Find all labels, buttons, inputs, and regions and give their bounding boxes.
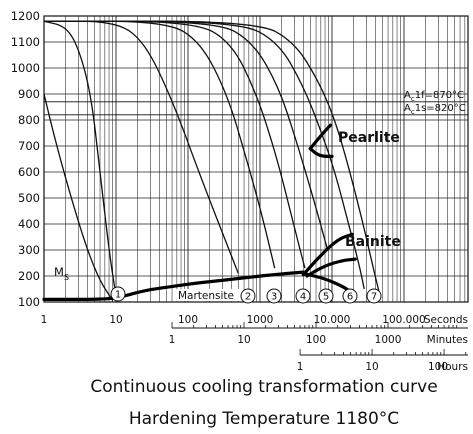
y-tick-label: 400 bbox=[18, 217, 40, 231]
curve-marker-label: 7 bbox=[371, 292, 377, 303]
curve-marker-2 bbox=[240, 288, 256, 304]
curve-marker-3 bbox=[266, 288, 282, 304]
x-tick-label-hours: 100 bbox=[428, 361, 448, 373]
curve-marker-label: 2 bbox=[245, 292, 251, 303]
curve-marker-4 bbox=[295, 288, 311, 304]
x-axis-unit-seconds: Seconds bbox=[424, 314, 468, 326]
curve-marker-label: 4 bbox=[300, 292, 306, 303]
cooling-curve-7 bbox=[44, 20, 380, 292]
cooling-curve-6 bbox=[44, 20, 365, 290]
x-tick-label-seconds: 100 bbox=[178, 314, 198, 326]
phase-label-martensite: Martensite bbox=[178, 290, 234, 302]
axes: 1002003004005006007008009001000110012001… bbox=[11, 9, 469, 373]
cooling-curve-5 bbox=[44, 20, 328, 248]
curve-marker-5 bbox=[318, 288, 334, 304]
x-tick-label-minutes: 1000 bbox=[375, 334, 402, 346]
y-tick-label: 1100 bbox=[11, 35, 40, 49]
x-tick-label-hours: 1 bbox=[297, 361, 304, 373]
curve-marker-label: 5 bbox=[323, 292, 329, 303]
x-tick-label-seconds: 1 bbox=[41, 314, 48, 326]
x-axis-unit-minutes: Minutes bbox=[427, 334, 468, 346]
curve-marker-6 bbox=[342, 288, 358, 304]
phase-label-pearlite: Pearlite bbox=[338, 130, 400, 146]
chart-title: Continuous cooling transformation curve bbox=[90, 377, 437, 397]
grid bbox=[43, 15, 468, 303]
plot-frame bbox=[43, 15, 469, 303]
curve-marker-label: 1 bbox=[115, 290, 121, 301]
x-tick-label-seconds: 10.000 bbox=[314, 314, 351, 326]
x-tick-label-minutes: 10 bbox=[237, 334, 250, 346]
reference-label: Ac1s=820°C bbox=[404, 103, 466, 116]
y-tick-label: 800 bbox=[18, 113, 40, 127]
y-tick-label: 200 bbox=[18, 269, 40, 283]
curve-marker-label: 3 bbox=[271, 292, 277, 303]
y-tick-label: 1200 bbox=[11, 9, 40, 23]
curve-marker-7 bbox=[366, 288, 382, 304]
cooling-curve-4 bbox=[44, 20, 306, 269]
y-tick-label: 300 bbox=[18, 243, 40, 257]
cooling-curves bbox=[43, 20, 380, 302]
x-tick-label-minutes: 100 bbox=[306, 334, 326, 346]
chart-subtitle: Hardening Temperature 1180°C bbox=[129, 409, 399, 429]
x-tick-label-seconds: 10 bbox=[109, 314, 122, 326]
cooling-curve-0 bbox=[43, 93, 114, 302]
x-axis-unit-hours: Hours bbox=[437, 361, 468, 373]
y-tick-label: 900 bbox=[18, 87, 40, 101]
x-tick-label-seconds: 100.000 bbox=[382, 314, 425, 326]
y-tick-label: 100 bbox=[18, 295, 40, 309]
x-tick-label-minutes: 1 bbox=[169, 334, 176, 346]
phase-regions bbox=[42, 123, 357, 301]
cooling-curve-3 bbox=[44, 20, 276, 269]
y-tick-label: 600 bbox=[18, 165, 40, 179]
phase-boundary-pearlite bbox=[308, 123, 332, 151]
reference-label: Ac1f=870°C bbox=[404, 90, 464, 103]
phase-boundary-martensite bbox=[42, 270, 305, 301]
y-tick-label: 500 bbox=[18, 191, 40, 205]
curve-marker-1 bbox=[110, 286, 126, 302]
y-tick-label: 700 bbox=[18, 139, 40, 153]
cooling-curve-1 bbox=[43, 20, 117, 297]
phase-boundary-bainite bbox=[301, 232, 354, 277]
x-tick-label-seconds: 1000 bbox=[247, 314, 274, 326]
martensite-label-bg bbox=[176, 289, 240, 301]
phase-boundary-pearlite bbox=[308, 147, 334, 158]
y-tick-label: 1000 bbox=[11, 61, 40, 75]
phase-label-bainite: Bainite bbox=[345, 234, 401, 250]
x-tick-label-hours: 10 bbox=[365, 361, 378, 373]
cooling-curve-2 bbox=[44, 20, 239, 274]
phase-boundary-bainite bbox=[305, 257, 357, 278]
phase-boundary-bainite bbox=[301, 271, 351, 292]
curve-marker-label: 6 bbox=[347, 292, 353, 303]
ms-label: MS bbox=[54, 265, 69, 282]
